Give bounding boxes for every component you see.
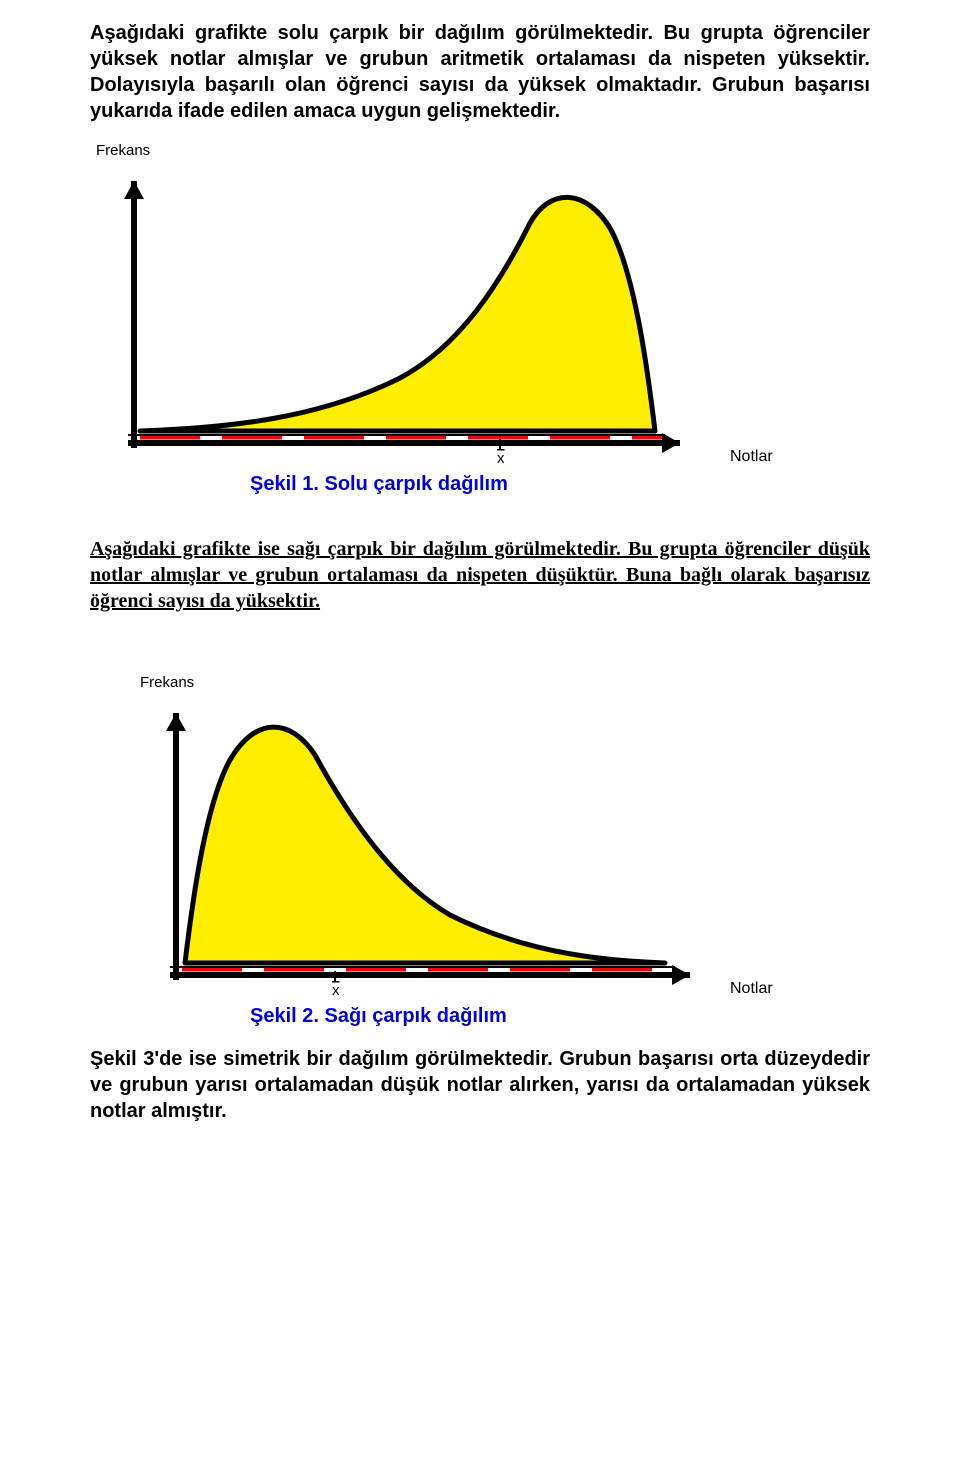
chart-1-caption: Şekil 1. Solu çarpık dağılım (250, 473, 870, 496)
chart-1-y-axis-label: Frekans (96, 142, 870, 159)
intro-paragraph-2: Aşağıdaki grafikte ise sağı çarpık bir d… (90, 536, 870, 614)
chart-2-caption: Şekil 2. Sağı çarpık dağılım (250, 1005, 870, 1028)
intro-paragraph-1: Aşağıdaki grafikte solu çarpık bir dağıl… (90, 20, 870, 124)
svg-text:Notlar: Notlar (730, 448, 773, 463)
svg-text:x: x (497, 450, 505, 463)
chart-2-container: Frekans x Notlar Şekil 2. Sağı çarpık da… (90, 674, 870, 1028)
chart-1-container: Frekans x Notlar Şekil 1. Solu çarpık da… (90, 142, 870, 496)
svg-text:Notlar: Notlar (730, 980, 773, 995)
svg-text:x: x (332, 982, 340, 995)
final-paragraph: Şekil 3'de ise simetrik bir dağılım görü… (90, 1046, 870, 1124)
chart-1-svg: x Notlar (90, 163, 870, 463)
chart-2-y-axis-label: Frekans (140, 674, 870, 691)
chart-2-svg: x Notlar (90, 695, 870, 995)
